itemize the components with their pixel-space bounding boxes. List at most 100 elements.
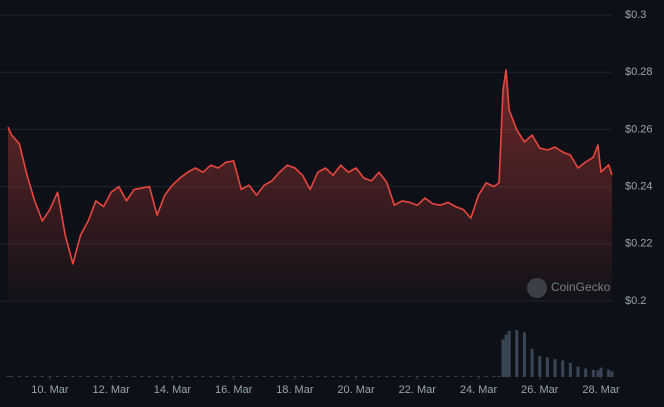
- volume-bar: [239, 376, 243, 377]
- volume-bar: [354, 376, 358, 377]
- volume-bar: [201, 376, 205, 377]
- x-tick-label: 26. Mar: [521, 384, 559, 396]
- volume-bar: [610, 371, 614, 377]
- volume-bar: [79, 376, 83, 377]
- volume-bar: [109, 376, 113, 377]
- volume-bar: [25, 376, 29, 377]
- volume-bar: [346, 376, 350, 377]
- volume-bar: [117, 376, 121, 377]
- volume-bar: [584, 368, 588, 377]
- volume-bar: [40, 376, 44, 377]
- volume-bar: [147, 376, 151, 377]
- volume-bar: [507, 330, 511, 377]
- volume-bar: [10, 376, 14, 377]
- volume-bar: [369, 376, 373, 377]
- volume-bar: [431, 376, 435, 377]
- volume-bar: [545, 357, 549, 377]
- price-line: [7, 69, 613, 265]
- volume-bar: [216, 376, 220, 377]
- volume-bar: [193, 376, 197, 377]
- y-tick-label: $0.3: [625, 9, 646, 21]
- volume-bar: [530, 348, 534, 377]
- watermark-text: CoinGecko: [551, 280, 611, 294]
- volume-bar: [323, 376, 327, 377]
- price-area: [8, 69, 612, 301]
- volume-bar: [163, 376, 167, 377]
- volume-bar: [438, 376, 442, 377]
- volume-bar: [186, 376, 190, 377]
- volume-bar: [385, 376, 389, 377]
- x-tick-label: 14. Mar: [154, 384, 192, 396]
- volume-bar: [538, 355, 542, 377]
- volume-bar: [362, 376, 366, 377]
- volume-bar: [17, 376, 21, 377]
- volume-bar: [300, 376, 304, 377]
- x-tick-label: 22. Mar: [399, 384, 437, 396]
- volume-bar: [94, 376, 98, 377]
- volume-bar: [377, 376, 381, 377]
- volume-bar: [561, 360, 565, 377]
- volume-bar: [392, 376, 396, 377]
- volume-bar: [102, 376, 106, 377]
- volume-bar: [515, 330, 519, 377]
- volume-bar: [568, 362, 572, 377]
- volume-bar: [132, 376, 136, 377]
- volume-bar: [553, 359, 557, 377]
- volume-bar: [140, 376, 144, 377]
- volume-bar: [446, 376, 450, 377]
- volume-bar: [477, 376, 481, 377]
- volume-bar: [124, 376, 128, 377]
- volume-bar: [209, 376, 213, 377]
- volume-bar: [293, 376, 297, 377]
- volume-bar: [599, 367, 603, 377]
- volume-bar: [170, 376, 174, 377]
- volume-bar: [484, 376, 488, 377]
- volume-bar: [71, 376, 75, 377]
- volume-bar: [155, 376, 159, 377]
- volume-bar: [497, 376, 501, 377]
- volume-bar: [262, 376, 266, 377]
- volume-bar: [576, 366, 580, 377]
- volume-bar: [469, 376, 473, 377]
- volume-bar: [339, 376, 343, 377]
- volume-bar: [400, 376, 404, 377]
- volume-bar: [63, 376, 67, 377]
- volume-bar: [308, 376, 312, 377]
- y-tick-label: $0.28: [625, 66, 653, 78]
- x-tick-label: 12. Mar: [93, 384, 131, 396]
- y-tick-label: $0.24: [625, 181, 653, 193]
- plot: [0, 14, 614, 380]
- volume-bar: [270, 376, 274, 377]
- volume-bar: [6, 376, 10, 377]
- volume-bar: [454, 376, 458, 377]
- volume-bar: [408, 376, 412, 377]
- volume-bar: [56, 376, 60, 377]
- x-tick-label: 10. Mar: [31, 384, 69, 396]
- volume-bar: [461, 376, 465, 377]
- x-tick-label: 24. Mar: [460, 384, 498, 396]
- volume-bar: [247, 376, 251, 377]
- volume-bar: [596, 370, 600, 377]
- volume-bar: [501, 339, 505, 377]
- volume-bar: [255, 376, 259, 377]
- volume-bar: [423, 376, 427, 377]
- volume-bar: [178, 376, 182, 377]
- volume-bar: [522, 332, 526, 377]
- volume-bar: [86, 376, 90, 377]
- y-tick-label: $0.2: [625, 295, 646, 307]
- volume-bar: [224, 376, 228, 377]
- x-tick-label: 20. Mar: [337, 384, 375, 396]
- volume-bar: [232, 376, 236, 377]
- volume-bar: [504, 334, 508, 377]
- volume-bar: [285, 376, 289, 377]
- volume-bar: [316, 376, 320, 377]
- watermark: CoinGecko: [527, 278, 611, 298]
- watermark-logo: [527, 278, 547, 298]
- volume-bar: [492, 376, 496, 377]
- volume-bar: [591, 369, 595, 377]
- volume-bar: [607, 369, 611, 377]
- volume-bar: [415, 376, 419, 377]
- x-tick-label: 16. Mar: [215, 384, 253, 396]
